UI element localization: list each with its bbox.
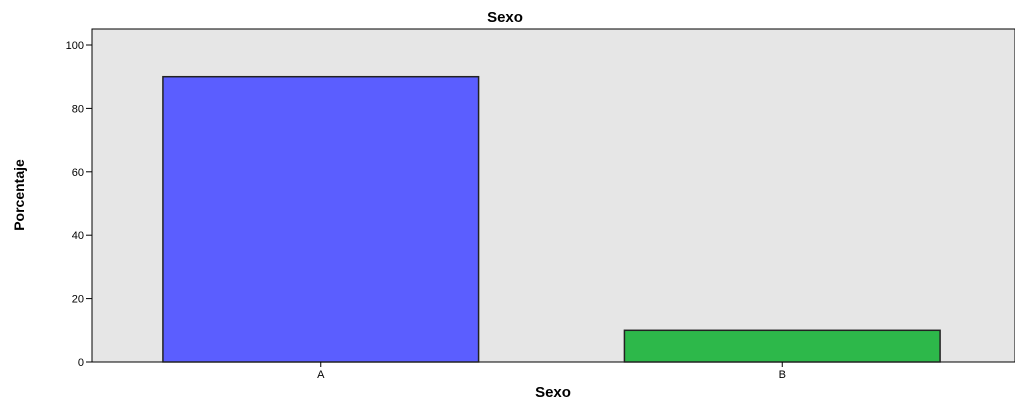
y-tick-label: 80	[72, 103, 84, 115]
x-axis-label: Sexo	[535, 384, 571, 399]
y-tick-label: 40	[72, 230, 84, 242]
chart-title: Sexo	[487, 9, 523, 26]
bar-b	[623, 329, 941, 363]
bars	[162, 75, 941, 363]
x-tick-label: B	[779, 369, 786, 381]
y-tick-label: 100	[66, 40, 84, 52]
y-axis: 0 20 40 60 80 100	[66, 40, 92, 369]
x-tick-label: A	[317, 369, 325, 381]
y-tick-label: 60	[72, 167, 84, 179]
y-axis-label: Porcentaje	[11, 159, 27, 231]
y-tick-label: 20	[72, 294, 84, 306]
y-tick-label: 0	[78, 357, 84, 369]
bar-a	[162, 75, 480, 363]
